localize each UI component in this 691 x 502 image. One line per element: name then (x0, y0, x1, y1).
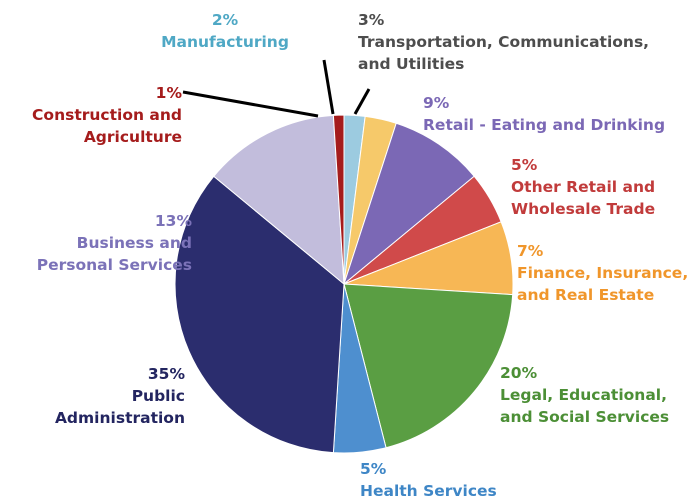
slice-percent: 35% (147, 365, 185, 383)
slice-percent: 13% (154, 212, 192, 230)
slice-name-line-2: Agriculture (83, 128, 182, 146)
slice-name-line-2: Wholesale Trade (511, 200, 656, 218)
pie-slice-construction-and-agriculture (332, 114, 345, 285)
slice-name: Health Services (360, 482, 497, 500)
slice-name-line-2: and Real Estate (517, 286, 655, 304)
pie-slice-business-and-personal-services (213, 114, 345, 286)
slice-name-line-1: Business and (76, 234, 192, 252)
slice-name-line-2: and Social Services (500, 408, 670, 426)
slice-name-line-2: Administration (54, 409, 185, 427)
label-other-retail: 5% Other Retail and Wholesale Trade (511, 154, 686, 220)
slice-percent: 20% (500, 364, 538, 382)
slice-name-line-1: Other Retail and (511, 178, 656, 196)
slice-name: Retail - Eating and Drinking (423, 116, 666, 134)
pie-slices (174, 114, 514, 454)
leader-lines (182, 59, 371, 118)
label-public-admin: 35% Public Administration (20, 363, 185, 429)
leader-line-construction (182, 90, 319, 118)
slice-percent: 2% (211, 11, 239, 29)
label-business: 13% Business and Personal Services (6, 210, 192, 276)
leader-line-manufacturing (322, 59, 335, 115)
slice-percent: 5% (360, 460, 387, 478)
label-transportation: 3% Transportation, Communications, and U… (358, 9, 678, 75)
label-health: 5% Health Services (360, 458, 540, 502)
slice-percent: 7% (517, 242, 544, 260)
slice-name-line-2: and Utilities (358, 55, 465, 73)
label-legal: 20% Legal, Educational, and Social Servi… (500, 362, 688, 428)
pie-slice-public-administration (174, 175, 345, 454)
leader-line-transportation (353, 88, 371, 115)
slice-name-line-1: Construction and (32, 106, 182, 124)
label-construction: 1% Construction and Agriculture (10, 82, 182, 148)
pie-slice-retail-eating-and-drinking (342, 122, 475, 286)
slice-name-line-1: Finance, Insurance, (517, 264, 689, 282)
slice-name: Manufacturing (161, 33, 289, 51)
slice-percent: 1% (155, 84, 182, 102)
slice-name-line-2: Personal Services (36, 256, 192, 274)
slice-name-line-1: Legal, Educational, (500, 386, 667, 404)
label-retail-eating: 9% Retail - Eating and Drinking (423, 92, 683, 136)
pie-slice-legal-educational-and-social-services (343, 283, 514, 449)
label-manufacturing: 2% Manufacturing (150, 9, 300, 53)
slice-percent: 3% (358, 11, 385, 29)
label-finance: 7% Finance, Insurance, and Real Estate (517, 240, 689, 306)
slice-percent: 9% (423, 94, 450, 112)
slice-name-line-1: Transportation, Communications, (358, 33, 650, 51)
slice-name-line-1: Public (131, 387, 185, 405)
slice-percent: 5% (511, 156, 538, 174)
